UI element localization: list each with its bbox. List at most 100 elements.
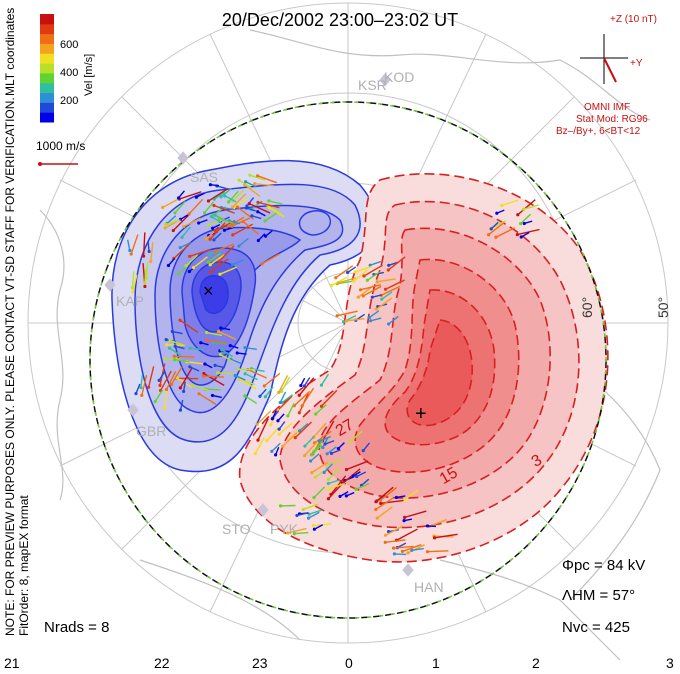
velocity-vector-origin bbox=[128, 248, 132, 253]
velocity-vector-origin bbox=[216, 371, 220, 375]
velocity-vector bbox=[164, 390, 168, 409]
velocity-vector bbox=[240, 379, 257, 390]
velocity-vector-origin bbox=[230, 224, 234, 228]
velocity-vector-origin bbox=[153, 399, 157, 404]
velocity-vector-origin bbox=[312, 527, 316, 531]
imf-by-label: +Y bbox=[630, 58, 643, 69]
velocity-vector-origin bbox=[263, 234, 268, 238]
velocity-vector-origin bbox=[208, 237, 212, 241]
velocity-vector bbox=[189, 347, 203, 351]
velocity-vector bbox=[244, 373, 258, 381]
velocity-vector-origin bbox=[500, 203, 504, 208]
velocity-vector-origin bbox=[303, 444, 307, 448]
contour-label-15: 15 bbox=[437, 464, 461, 488]
velocity-vector bbox=[314, 430, 332, 444]
velocity-vector-origin bbox=[217, 259, 221, 264]
mlt-tick-2: 2 bbox=[532, 655, 540, 671]
velocity-vector bbox=[174, 345, 185, 350]
velocity-vector bbox=[209, 254, 225, 266]
velocity-vector bbox=[185, 254, 199, 267]
velocity-vector bbox=[319, 435, 331, 442]
velocity-vector bbox=[328, 479, 341, 485]
velocity-vector-origin bbox=[191, 383, 195, 387]
velocity-vector-origin bbox=[354, 487, 358, 492]
velocity-vector bbox=[266, 427, 279, 442]
velocity-vector bbox=[411, 547, 424, 552]
velocity-vector-origin bbox=[218, 352, 222, 357]
velocity-vector bbox=[326, 446, 337, 455]
velocity-vector bbox=[369, 310, 380, 319]
velocity-vector-origin bbox=[233, 373, 237, 378]
velocity-vector-origin bbox=[163, 357, 167, 361]
velocity-vector-origin bbox=[173, 358, 177, 362]
velocity-vector bbox=[154, 389, 164, 402]
velocity-vector bbox=[313, 440, 324, 453]
velocity-vector-origin bbox=[374, 507, 378, 512]
station-label-kap: KAP bbox=[116, 293, 144, 309]
velocity-vector bbox=[254, 437, 265, 454]
velocity-vector-origin bbox=[168, 338, 172, 343]
velocity-vector bbox=[381, 291, 393, 300]
velocity-vector bbox=[360, 284, 381, 291]
velocity-vector bbox=[310, 453, 320, 462]
velocity-vector-origin bbox=[312, 496, 316, 500]
velocity-vector-origin bbox=[227, 200, 231, 204]
velocity-vector-origin bbox=[170, 329, 174, 334]
velocity-vector-origin bbox=[158, 383, 162, 387]
velocity-vector bbox=[206, 339, 228, 344]
velocity-vector-origin bbox=[329, 284, 334, 288]
velocity-vector bbox=[211, 215, 223, 225]
velocity-vector bbox=[278, 375, 289, 393]
velocity-vector-origin bbox=[278, 400, 282, 405]
velocity-vector-origin bbox=[178, 246, 182, 250]
velocity-vector bbox=[381, 285, 401, 296]
velocity-vector bbox=[228, 220, 241, 225]
velocity-vector bbox=[140, 374, 144, 388]
potential-max-marker: + bbox=[415, 403, 427, 425]
velocity-vector-origin bbox=[167, 346, 172, 350]
colorbar-segment bbox=[40, 53, 54, 64]
velocity-vector-origin bbox=[353, 270, 357, 274]
velocity-vector bbox=[342, 468, 361, 484]
velocity-vector bbox=[244, 395, 258, 405]
velocity-vector bbox=[208, 218, 225, 226]
velocity-vector bbox=[403, 489, 419, 501]
velocity-vector-origin bbox=[383, 540, 387, 544]
velocity-vector-origin bbox=[217, 216, 221, 220]
colorbar-label: Vel [m/s] bbox=[83, 54, 95, 96]
velocity-vector bbox=[324, 440, 335, 445]
velocity-vector-origin bbox=[141, 254, 146, 258]
velocity-vector-origin bbox=[149, 259, 153, 264]
colorbar-segment bbox=[40, 72, 54, 84]
velocity-vector-origin bbox=[361, 294, 365, 298]
velocity-vector bbox=[385, 279, 405, 290]
stat-n-vc: Nvc = 425 bbox=[562, 619, 630, 636]
velocity-vector-origin bbox=[351, 474, 355, 478]
velocity-vector-origin bbox=[177, 272, 181, 276]
velocity-vector-origin bbox=[352, 279, 356, 283]
velocity-vector-origin bbox=[329, 492, 333, 496]
velocity-vector-origin bbox=[310, 471, 314, 475]
velocity-vector bbox=[429, 518, 447, 528]
velocity-vector bbox=[219, 266, 237, 275]
velocity-vector-origin bbox=[178, 386, 182, 390]
velocity-vector-origin bbox=[212, 238, 216, 242]
velocity-vector bbox=[313, 486, 326, 499]
velocity-vector-origin bbox=[182, 389, 186, 394]
velocity-vector-origin bbox=[231, 233, 235, 237]
velocity-vector-origin bbox=[188, 365, 192, 369]
velocity-vector bbox=[385, 525, 403, 536]
colorbar-segment bbox=[40, 102, 54, 113]
velocity-vector bbox=[362, 442, 371, 452]
velocity-vector bbox=[303, 503, 319, 511]
velocity-vector bbox=[242, 221, 259, 235]
velocity-vector-origin bbox=[213, 228, 217, 233]
velocity-vector-origin bbox=[344, 319, 349, 323]
velocity-vector-origin bbox=[169, 382, 174, 386]
velocity-vector-origin bbox=[487, 233, 491, 237]
velocity-vector-origin bbox=[400, 549, 405, 554]
velocity-vector bbox=[257, 201, 280, 209]
velocity-vector bbox=[179, 367, 193, 389]
velocity-vector bbox=[192, 384, 208, 391]
velocity-vector bbox=[320, 389, 338, 407]
